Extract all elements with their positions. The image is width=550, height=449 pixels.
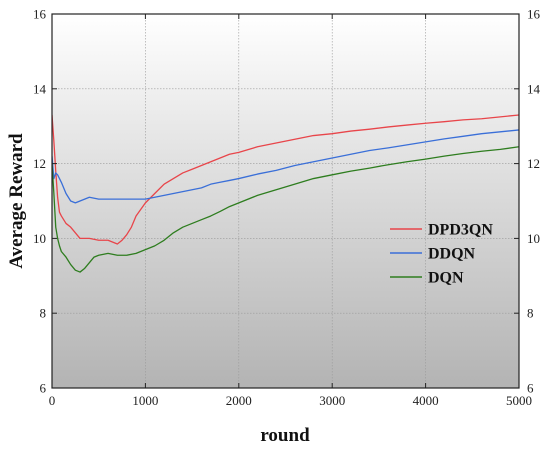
x-tick-label: 2000 <box>226 393 252 408</box>
y-tick-label-right: 14 <box>527 81 541 96</box>
series-line-dpd3qn <box>52 114 519 245</box>
series-line-ddqn <box>52 129 519 204</box>
x-axis-title: round <box>260 425 310 446</box>
legend-label-dqn: DQN <box>428 270 464 287</box>
y-tick-label-right: 10 <box>527 231 540 246</box>
legend: DPD3QN DDQN DQN <box>390 222 493 287</box>
plot-frame <box>51 13 520 389</box>
x-tick-label: 3000 <box>319 393 345 408</box>
legend-label-ddqn: DDQN <box>428 246 476 263</box>
y-tick-label: 6 <box>40 381 47 396</box>
plot-background <box>52 14 519 388</box>
y-axis-title: Average Reward <box>6 133 27 269</box>
x-tick-label: 1000 <box>132 393 158 408</box>
y-tick-label: 10 <box>33 231 46 246</box>
y-tick-label: 12 <box>33 156 46 171</box>
legend-label-dpd3qn: DPD3QN <box>428 222 493 239</box>
x-tick-label: 4000 <box>413 393 439 408</box>
series-layer <box>52 114 519 273</box>
ticks <box>51 13 520 389</box>
y-tick-label: 8 <box>40 306 47 321</box>
grid <box>52 14 519 388</box>
x-tick-label: 5000 <box>506 393 532 408</box>
y-tick-label-right: 8 <box>527 306 534 321</box>
y-tick-label-right: 12 <box>527 156 540 171</box>
x-tick-label: 0 <box>49 393 56 408</box>
y-tick-label: 16 <box>33 7 47 22</box>
y-tick-label: 14 <box>33 81 47 96</box>
y-tick-label-right: 6 <box>527 381 534 396</box>
series-line-dqn <box>52 146 519 273</box>
y-tick-label-right: 16 <box>527 7 541 22</box>
